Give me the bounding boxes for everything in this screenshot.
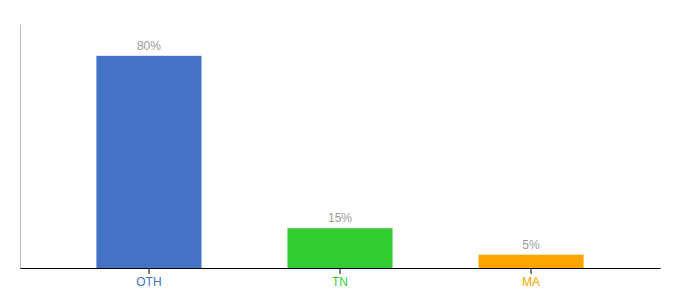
x-tick-mark bbox=[148, 268, 149, 274]
data-labels: 80% 15% 5% bbox=[137, 39, 540, 252]
bar bbox=[479, 255, 584, 268]
x-tick-mark bbox=[340, 268, 341, 274]
x-tick-label: MA bbox=[522, 275, 540, 289]
data-label: 5% bbox=[522, 238, 540, 252]
data-label: 15% bbox=[328, 211, 352, 225]
bars bbox=[96, 56, 583, 268]
chart-svg: OTH TN MA 80% 15% 5% bbox=[0, 0, 680, 300]
x-tick-mark bbox=[531, 268, 532, 274]
x-tick: TN bbox=[332, 268, 348, 289]
x-tick: MA bbox=[522, 268, 540, 289]
y-axis bbox=[20, 25, 21, 269]
x-axis: OTH TN MA bbox=[21, 268, 661, 289]
x-tick-label: TN bbox=[332, 275, 348, 289]
y-axis-line bbox=[20, 25, 21, 269]
bar bbox=[287, 228, 392, 268]
bar bbox=[96, 56, 201, 268]
x-tick: OTH bbox=[136, 268, 161, 289]
plot-area: OTH TN MA 80% 15% 5% bbox=[21, 25, 661, 289]
x-tick-label: OTH bbox=[136, 275, 161, 289]
data-label: 80% bbox=[137, 39, 161, 53]
